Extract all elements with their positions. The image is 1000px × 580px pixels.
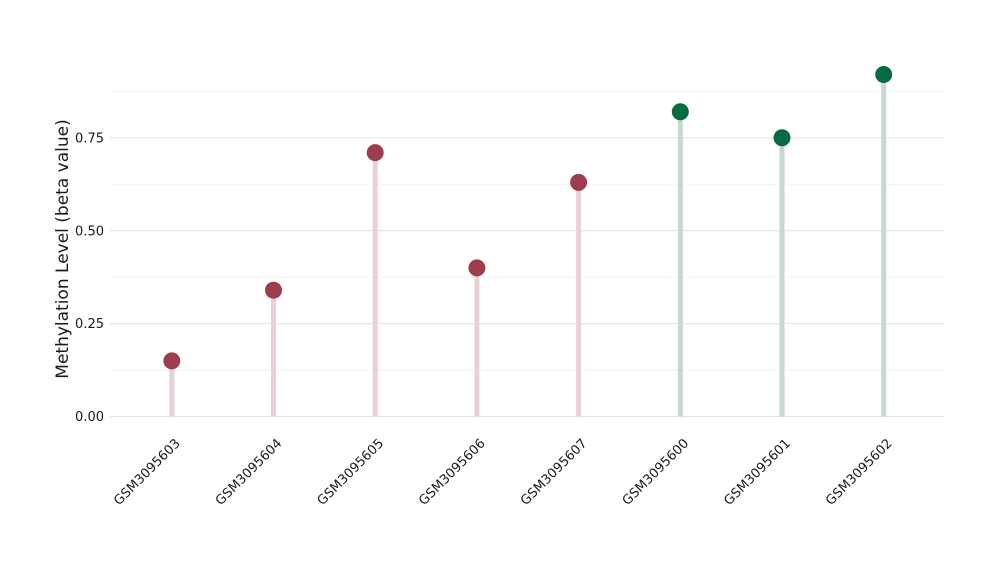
data-point — [163, 352, 181, 370]
y-tick-label: 0.50 — [75, 224, 104, 239]
x-tick-label: GSM3095605 — [315, 436, 387, 508]
x-axis-tick-labels: GSM3095603 GSM3095604 GSM3095605 GSM3095606… — [111, 436, 895, 508]
data-point — [773, 129, 791, 147]
data-point — [570, 173, 588, 191]
x-tick-label: GSM3095603 — [111, 436, 183, 508]
lollipop-stems — [169, 74, 887, 417]
data-point — [265, 281, 282, 299]
y-axis-title: Methylation Level (beta value) — [53, 119, 73, 378]
minor-gridlines — [110, 90, 945, 371]
x-tick-label: GSM3095600 — [620, 436, 692, 508]
data-point — [468, 259, 486, 277]
x-tick-label: GSM3095602 — [823, 436, 895, 508]
x-tick-label: GSM3095604 — [213, 436, 285, 508]
y-tick-label: 0.75 — [75, 131, 104, 146]
major-gridlines — [110, 137, 945, 418]
data-point — [366, 144, 384, 162]
lollipop-points — [163, 66, 893, 370]
data-point — [671, 103, 689, 121]
x-tick-label: GSM3095601 — [721, 436, 793, 508]
data-point — [875, 66, 893, 84]
y-tick-label: 0.25 — [75, 317, 104, 332]
x-tick-label: GSM3095607 — [518, 436, 590, 508]
y-tick-label: 0.00 — [75, 410, 104, 425]
y-axis-tick-labels: 0.00 0.25 0.50 0.75 — [75, 131, 104, 425]
x-tick-label: GSM3095606 — [416, 436, 488, 508]
